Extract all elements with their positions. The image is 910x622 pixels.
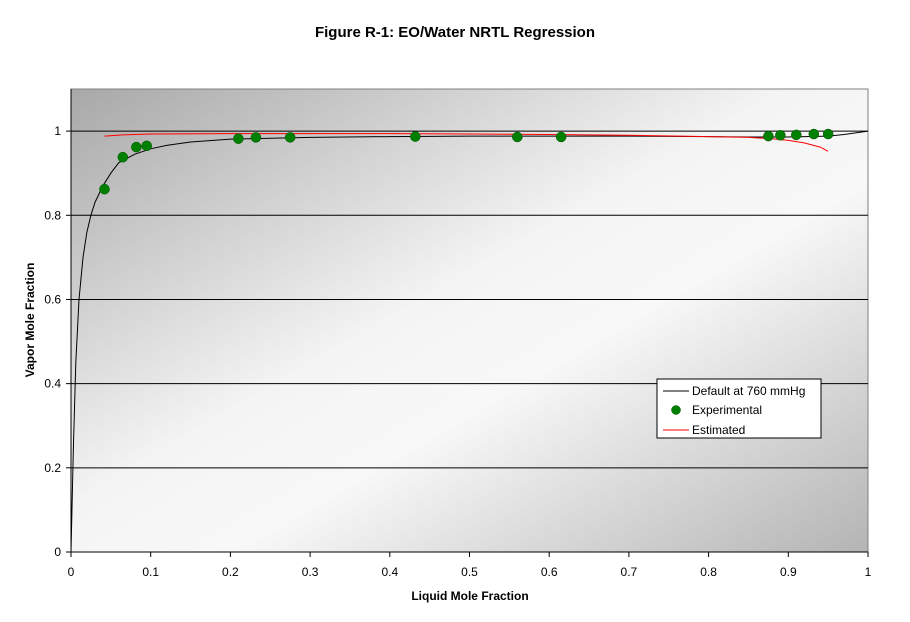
data-point-6: [284, 132, 296, 143]
data-point-4: [233, 133, 244, 144]
y-tick-label-5: 1: [54, 124, 61, 138]
y-tick-label-0: 0: [54, 545, 61, 559]
data-point-3: [141, 140, 152, 152]
x-tick-label-8: 0.8: [700, 565, 717, 579]
y-tick-label-4: 0.8: [44, 208, 61, 222]
x-axis-ticks: 0 0.1 0.2 0.3 0.4 0.5 0.6 0.7 0.8 0.9 1: [68, 552, 872, 579]
x-tick-label-4: 0.4: [381, 565, 398, 579]
x-tick-label-9: 0.9: [780, 565, 797, 579]
x-tick-label-2: 0.2: [222, 565, 239, 579]
data-point-14: [822, 128, 834, 140]
x-tick-label-6: 0.6: [541, 565, 558, 579]
x-tick-label-3: 0.3: [302, 565, 319, 579]
x-tick-label-0: 0: [68, 565, 75, 579]
legend-label-default: Default at 760 mmHg: [692, 384, 805, 398]
legend: Default at 760 mmHg Experimental Estimat…: [656, 378, 822, 439]
legend-swatch-experimental: [671, 405, 681, 415]
y-tick-label-2: 0.4: [44, 377, 61, 391]
data-point-0: [99, 183, 110, 195]
series-lines: [70, 130, 869, 553]
x-axis-label: Liquid Mole Fraction: [411, 589, 528, 603]
x-tick-label-1: 0.1: [142, 565, 159, 579]
series-line-2: [104, 133, 829, 152]
y-axis-ticks: 0 0.2 0.4 0.6 0.8 1: [44, 124, 71, 559]
y-tick-label-1: 0.2: [44, 461, 61, 475]
y-tick-label-3: 0.6: [44, 292, 61, 306]
data-point-10: [763, 130, 774, 142]
data-point-1: [117, 151, 129, 163]
series-points: [99, 128, 834, 195]
data-point-12: [791, 129, 802, 141]
data-point-7: [410, 131, 421, 142]
x-tick-label-7: 0.7: [621, 565, 638, 579]
data-point-13: [808, 128, 820, 140]
legend-label-estimated: Estimated: [692, 423, 745, 437]
plot-area: [70, 88, 869, 553]
legend-label-experimental: Experimental: [692, 403, 762, 417]
y-axis-label: Vapor Mole Fraction: [23, 263, 37, 378]
data-point-8: [512, 131, 523, 143]
data-point-11: [775, 130, 786, 141]
data-point-9: [555, 131, 567, 143]
x-tick-label-5: 0.5: [461, 565, 478, 579]
chart-title: Figure R-1: EO/Water NRTL Regression: [315, 24, 595, 41]
x-tick-label-10: 1: [865, 565, 872, 579]
data-point-5: [250, 132, 262, 143]
data-point-2: [131, 141, 142, 153]
legend-box: [656, 378, 822, 439]
